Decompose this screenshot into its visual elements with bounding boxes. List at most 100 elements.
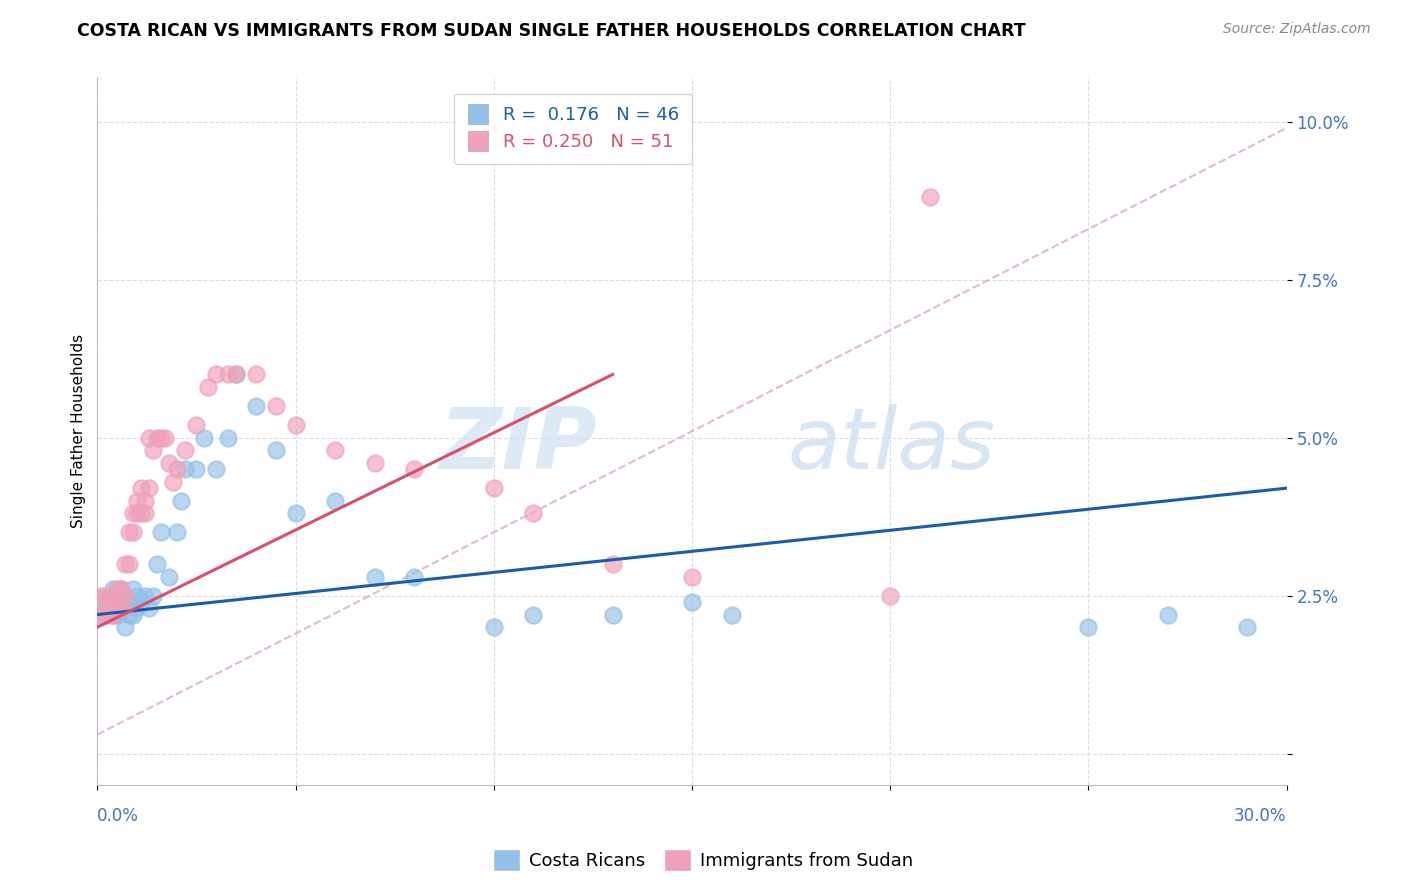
Point	[225, 368, 247, 382]
Text: COSTA RICAN VS IMMIGRANTS FROM SUDAN SINGLE FATHER HOUSEHOLDS CORRELATION CHART: COSTA RICAN VS IMMIGRANTS FROM SUDAN SIN…	[77, 22, 1026, 40]
Point	[323, 443, 346, 458]
Point	[110, 601, 132, 615]
Point	[122, 607, 145, 622]
Point	[98, 595, 121, 609]
Point	[225, 368, 247, 382]
Point	[105, 607, 128, 622]
Point	[173, 462, 195, 476]
Text: atlas: atlas	[787, 404, 995, 487]
Point	[153, 431, 176, 445]
Point	[125, 507, 148, 521]
Point	[323, 493, 346, 508]
Text: Source: ZipAtlas.com: Source: ZipAtlas.com	[1223, 22, 1371, 37]
Point	[186, 462, 208, 476]
Point	[110, 582, 132, 597]
Point	[205, 368, 228, 382]
Point	[142, 589, 165, 603]
Point	[157, 569, 180, 583]
Point	[105, 589, 128, 603]
Point	[681, 569, 703, 583]
Point	[173, 443, 195, 458]
Point	[245, 399, 267, 413]
Point	[114, 557, 136, 571]
Text: 30.0%: 30.0%	[1234, 806, 1286, 824]
Point	[193, 431, 215, 445]
Legend: Costa Ricans, Immigrants from Sudan: Costa Ricans, Immigrants from Sudan	[486, 842, 920, 879]
Point	[681, 595, 703, 609]
Point	[284, 417, 307, 432]
Point	[186, 417, 208, 432]
Point	[146, 557, 169, 571]
Point	[146, 431, 169, 445]
Point	[482, 620, 505, 634]
Point	[125, 589, 148, 603]
Point	[114, 589, 136, 603]
Point	[522, 507, 544, 521]
Point	[166, 462, 188, 476]
Point	[103, 607, 125, 622]
Point	[103, 589, 125, 603]
Text: 0.0%: 0.0%	[97, 806, 139, 824]
Point	[90, 607, 112, 622]
Point	[138, 601, 160, 615]
Point	[105, 595, 128, 609]
Point	[482, 481, 505, 495]
Point	[105, 582, 128, 597]
Point	[142, 443, 165, 458]
Legend: R =  0.176   N = 46, R = 0.250   N = 51: R = 0.176 N = 46, R = 0.250 N = 51	[454, 94, 692, 164]
Point	[122, 507, 145, 521]
Point	[118, 557, 141, 571]
Point	[918, 190, 941, 204]
Point	[149, 525, 172, 540]
Point	[162, 475, 184, 489]
Point	[125, 493, 148, 508]
Point	[90, 589, 112, 603]
Point	[114, 620, 136, 634]
Point	[118, 525, 141, 540]
Point	[522, 607, 544, 622]
Point	[103, 582, 125, 597]
Point	[166, 525, 188, 540]
Point	[94, 595, 117, 609]
Point	[264, 399, 287, 413]
Point	[157, 456, 180, 470]
Point	[134, 493, 156, 508]
Y-axis label: Single Father Households: Single Father Households	[72, 334, 86, 528]
Point	[217, 368, 239, 382]
Point	[149, 431, 172, 445]
Point	[138, 431, 160, 445]
Point	[110, 601, 132, 615]
Point	[404, 569, 426, 583]
Point	[720, 607, 742, 622]
Point	[1077, 620, 1099, 634]
Point	[217, 431, 239, 445]
Point	[602, 557, 624, 571]
Point	[129, 595, 152, 609]
Point	[264, 443, 287, 458]
Point	[114, 595, 136, 609]
Point	[118, 595, 141, 609]
Point	[245, 368, 267, 382]
Point	[134, 507, 156, 521]
Point	[129, 481, 152, 495]
Point	[122, 582, 145, 597]
Text: ZIP: ZIP	[439, 404, 596, 487]
Point	[284, 507, 307, 521]
Point	[103, 607, 125, 622]
Point	[364, 569, 387, 583]
Point	[118, 607, 141, 622]
Point	[602, 607, 624, 622]
Point	[169, 493, 191, 508]
Point	[879, 589, 901, 603]
Point	[138, 481, 160, 495]
Point	[129, 507, 152, 521]
Point	[90, 607, 112, 622]
Point	[122, 525, 145, 540]
Point	[404, 462, 426, 476]
Point	[134, 589, 156, 603]
Point	[364, 456, 387, 470]
Point	[98, 607, 121, 622]
Point	[1236, 620, 1258, 634]
Point	[94, 607, 117, 622]
Point	[110, 582, 132, 597]
